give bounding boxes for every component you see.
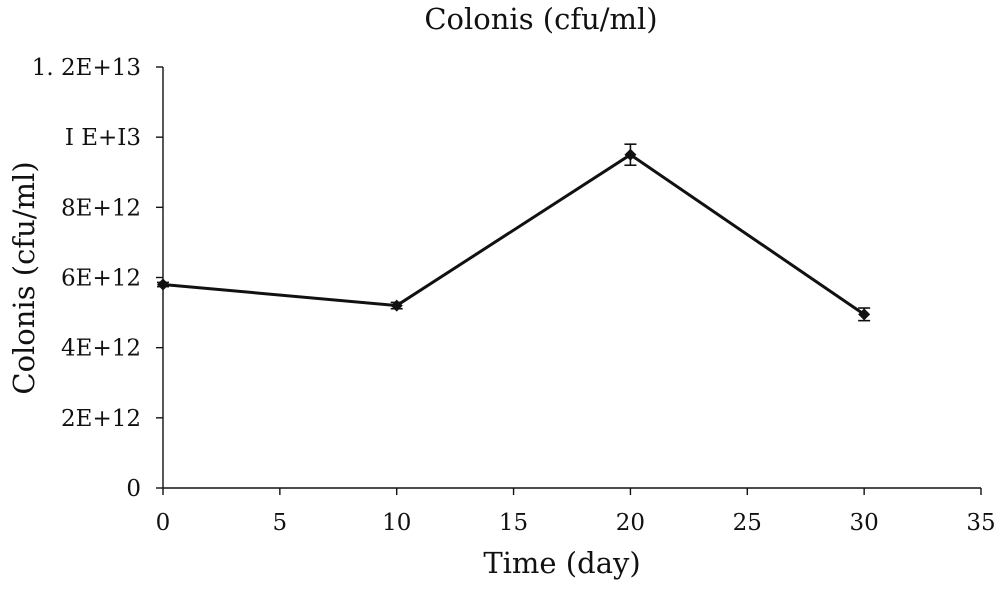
x-tick-label: 0 [156, 510, 171, 536]
x-axis-ticks: 0 5 10 15 20 25 30 35 [156, 488, 996, 536]
data-series [157, 143, 871, 322]
x-tick-label: 15 [499, 510, 528, 536]
y-axis-ticks: 0 2E+12 4E+12 6E+12 8E+12 I E+I3 1. 2E+13 [32, 55, 163, 502]
x-tick-label: 35 [966, 510, 995, 536]
data-point-marker [157, 278, 169, 291]
data-point-marker [858, 308, 871, 321]
x-axis-title: Time (day) [483, 546, 640, 580]
y-tick-label: 1. 2E+13 [32, 55, 141, 81]
series-line [162, 152, 865, 316]
data-point-marker [624, 148, 637, 161]
data-point-marker [390, 299, 403, 312]
y-tick-label: 4E+12 [61, 336, 141, 362]
x-tick-label: 20 [616, 510, 645, 536]
y-tick-label: 8E+12 [61, 195, 141, 221]
x-tick-label: 30 [850, 510, 879, 536]
y-axis-title: Colonis (cfu/ml) [7, 161, 41, 394]
chart-title: Colonis (cfu/ml) [424, 2, 657, 36]
x-tick-label: 10 [382, 510, 411, 536]
x-tick-label: 5 [273, 510, 288, 536]
y-tick-label: 6E+12 [61, 266, 141, 292]
x-tick-label: 25 [733, 510, 762, 536]
y-tick-label: 2E+12 [61, 406, 141, 432]
y-tick-label: 0 [126, 476, 141, 502]
y-tick-label: I E+I3 [65, 125, 141, 151]
